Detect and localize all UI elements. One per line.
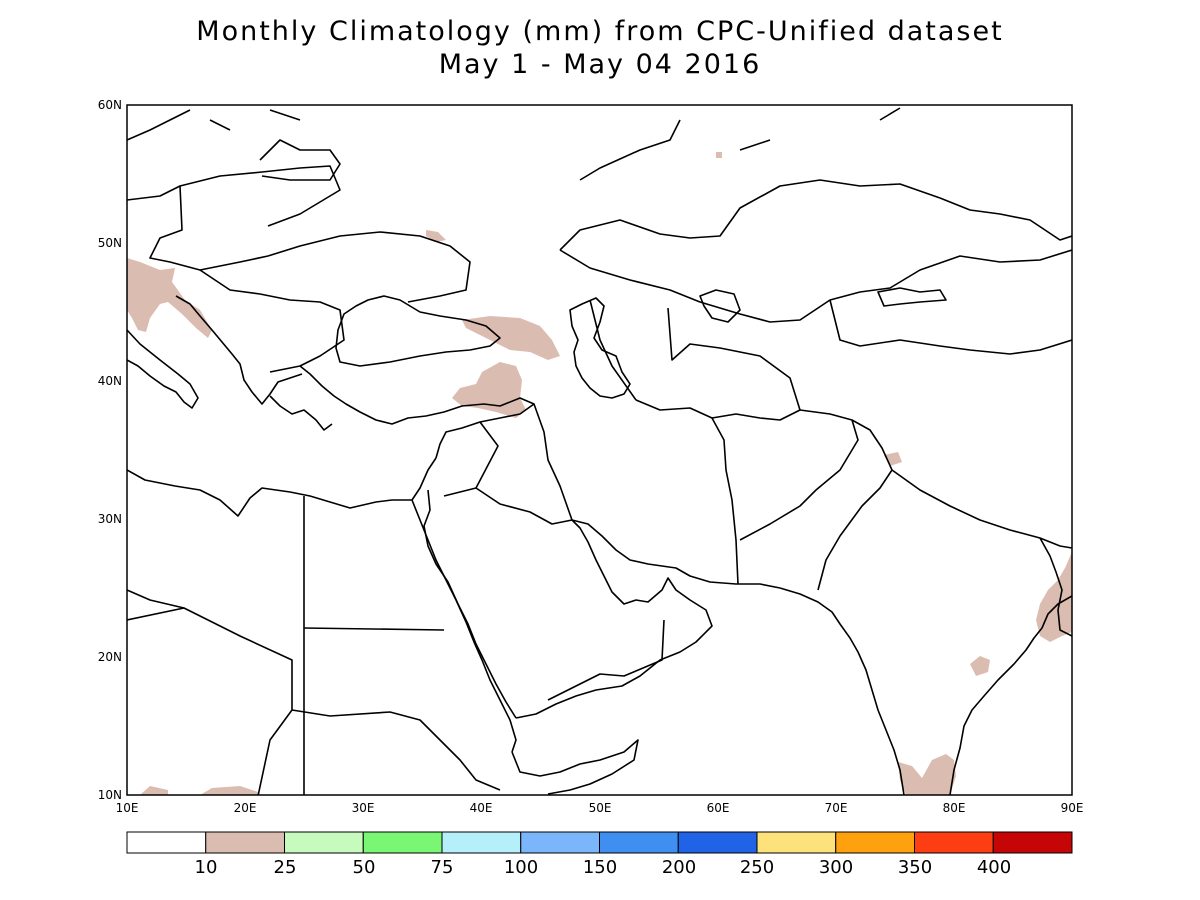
shade-southern-india	[898, 754, 956, 795]
colorbar-swatch	[992, 831, 1073, 854]
border-sudan-south	[291, 709, 501, 791]
colorbar-swatch	[126, 831, 207, 854]
border-chad	[127, 607, 293, 795]
lon-tick-label: 10E	[116, 801, 139, 815]
lat-tick-label: 60N	[98, 98, 122, 112]
lon-tick-label: 20E	[234, 801, 257, 815]
coast-india-east	[949, 595, 1072, 795]
lake-aral	[699, 289, 741, 323]
lat-tick-label: 50N	[98, 236, 122, 250]
colorbar-swatch	[835, 831, 915, 854]
shade-eastern-turkey	[452, 362, 526, 418]
colorbar-label: 75	[431, 857, 454, 878]
border-saudi-north	[443, 487, 573, 525]
border-poland-belarus	[179, 165, 341, 227]
lat-tick-label: 40N	[98, 374, 122, 388]
lat-tick-label: 30N	[98, 512, 122, 526]
coast-levant-turkey	[299, 365, 535, 459]
border-myanmar	[1039, 537, 1072, 637]
shade-moscow-dot	[716, 152, 722, 158]
colorbar-label: 200	[662, 857, 696, 878]
colorbar-swatch	[441, 831, 522, 854]
colorbar-swatch	[677, 831, 758, 854]
colorbar-swatch	[520, 831, 600, 854]
border-iraq-iran	[533, 403, 573, 521]
coast-adriatic	[175, 295, 303, 405]
coast-gulf-aden	[511, 739, 639, 795]
colorbar-swatch	[756, 831, 837, 854]
border-central-asia	[667, 307, 801, 411]
colorbar-label: 300	[819, 857, 853, 878]
border-russia-kazakhstan-north	[559, 179, 941, 251]
lake-balkhash	[877, 287, 947, 307]
border-india-nepal	[891, 469, 1072, 549]
colorbar-label: 350	[898, 857, 932, 878]
lon-tick-label: 60E	[707, 801, 730, 815]
border-scandinavia	[259, 139, 341, 181]
map-frame	[126, 104, 1073, 796]
coast-arabia	[515, 519, 713, 719]
lon-tick-label: 30E	[352, 801, 375, 815]
chart-title: Monthly Climatology (mm) from CPC-Unifie…	[196, 16, 1004, 47]
coast-arctic-russia	[579, 107, 901, 181]
colorbar-label: 100	[504, 857, 538, 878]
colorbar-swatch	[362, 831, 443, 854]
lat-axis: 10N 20N 30N 40N 50N 60N	[98, 98, 122, 802]
coast-caspian	[569, 297, 631, 399]
colorbar-label: 150	[583, 857, 617, 878]
colorbar-swatch	[284, 831, 364, 854]
border-ukraine	[267, 231, 471, 303]
lon-tick-label: 40E	[470, 801, 493, 815]
map-outlines	[127, 107, 1072, 795]
precip-shading	[127, 152, 1072, 795]
colorbar-label: 25	[274, 857, 297, 878]
shade-central-africa	[200, 786, 258, 795]
colorbar-swatch	[599, 831, 679, 854]
coast-red-sea-east	[423, 489, 517, 719]
lon-tick-label: 90E	[1061, 801, 1084, 815]
coast-greece-islands	[269, 395, 333, 431]
border-kazakhstan	[559, 249, 1072, 323]
colorbar-label: 400	[977, 857, 1011, 878]
colorbar-label: 50	[353, 857, 376, 878]
shade-eastern-india	[970, 656, 990, 676]
colorbar-swatch	[205, 831, 285, 854]
lat-tick-label: 10N	[98, 788, 122, 802]
coast-north-africa	[127, 457, 437, 517]
coast-baltic	[127, 109, 301, 141]
lon-tick-label: 80E	[943, 801, 966, 815]
border-iraq-syria	[475, 421, 499, 489]
colorbar-label: 250	[740, 857, 774, 878]
border-egypt-sudan	[303, 627, 445, 631]
lat-tick-label: 20N	[98, 650, 122, 664]
coast-red-sea-west	[411, 499, 517, 753]
chart-subtitle: May 1 - May 04 2016	[438, 49, 762, 80]
shade-ukraine	[426, 230, 446, 242]
border-balkans	[199, 269, 345, 373]
border-saudi-yemen	[547, 619, 665, 701]
border-china-west	[829, 299, 1072, 355]
lon-axis: 10E 20E 30E 40E 50E 60E 70E 80E 90E	[116, 801, 1084, 815]
colorbar-label: 10	[195, 857, 218, 878]
lon-tick-label: 70E	[825, 801, 848, 815]
border-niger	[127, 589, 185, 609]
border-europe-1	[127, 185, 269, 271]
coast-black-sea	[335, 295, 501, 367]
colorbar: 10 25 50 75 100 150 200 250 300 350 400	[126, 831, 1073, 878]
border-iran-east	[635, 399, 739, 585]
coast-italy	[127, 329, 199, 409]
border-uzbek	[589, 299, 637, 401]
coast-india-west	[779, 587, 905, 795]
shade-west-africa	[140, 786, 168, 795]
border-mongolia	[939, 197, 1072, 241]
shade-northern-italy	[127, 258, 212, 338]
colorbar-swatch	[914, 831, 994, 854]
coast-iran	[571, 519, 781, 589]
border-pakistan-india	[817, 419, 893, 591]
lon-tick-label: 50E	[589, 801, 612, 815]
